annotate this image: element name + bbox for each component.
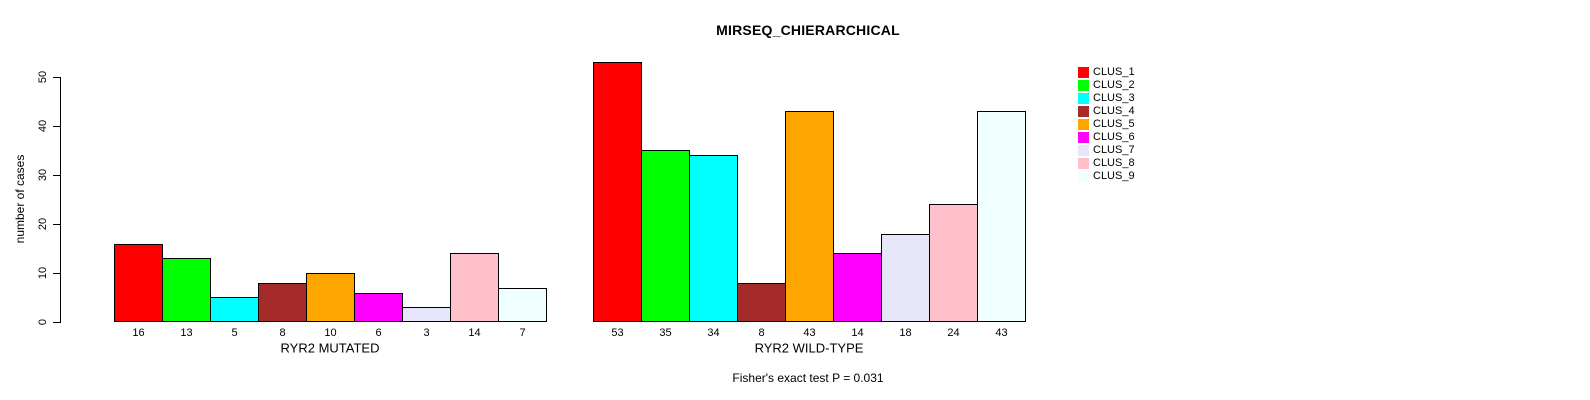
y-axis-tick-label: 10 — [37, 266, 49, 280]
bar-value-label: 5 — [231, 327, 238, 339]
y-axis-tick-label: 50 — [37, 70, 49, 84]
y-axis-tick — [53, 126, 60, 127]
bar-value-label: 16 — [132, 327, 145, 339]
bar-clus_4 — [737, 283, 786, 322]
legend-item: CLUS_2 — [1078, 79, 1135, 92]
bar-clus_5 — [785, 111, 834, 322]
bar-clus_7 — [881, 234, 930, 322]
legend-label: CLUS_1 — [1093, 66, 1135, 78]
legend-swatch — [1078, 145, 1089, 156]
bar-value-label: 13 — [180, 327, 193, 339]
bar-clus_4 — [258, 283, 307, 322]
y-axis-tick — [53, 175, 60, 176]
bar-clus_1 — [593, 62, 642, 322]
legend-swatch — [1078, 93, 1089, 104]
legend-swatch — [1078, 67, 1089, 78]
x-axis-label-mutated: RYR2 MUTATED — [280, 340, 380, 356]
legend-item: CLUS_9 — [1078, 170, 1135, 183]
legend-label: CLUS_2 — [1093, 79, 1135, 91]
legend-swatch — [1078, 132, 1089, 143]
legend-item: CLUS_6 — [1078, 131, 1135, 144]
bar-clus_1 — [114, 244, 163, 322]
y-axis-title: number of cases — [13, 154, 27, 244]
legend-label: CLUS_5 — [1093, 118, 1135, 130]
bar-clus_3 — [689, 155, 738, 322]
legend-swatch — [1078, 106, 1089, 117]
bar-clus_8 — [450, 253, 499, 322]
chart-title: MIRSEQ_CHIERARCHICAL — [716, 22, 900, 38]
bar-clus_6 — [354, 293, 403, 322]
bar-value-label: 14 — [468, 327, 481, 339]
legend-label: CLUS_4 — [1093, 105, 1135, 117]
legend-label: CLUS_6 — [1093, 131, 1135, 143]
bar-clus_6 — [833, 253, 882, 322]
y-axis-tick-label: 20 — [37, 217, 49, 231]
y-axis-tick-label: 30 — [37, 168, 49, 182]
bar-value-label: 24 — [947, 327, 960, 339]
legend-label: CLUS_3 — [1093, 92, 1135, 104]
bar-clus_2 — [641, 150, 690, 322]
y-axis-tick — [53, 224, 60, 225]
bar-value-label: 34 — [707, 327, 720, 339]
x-axis-label-wild-type: RYR2 WILD-TYPE — [754, 340, 864, 356]
bar-clus_9 — [977, 111, 1026, 322]
bar-value-label: 10 — [324, 327, 337, 339]
legend-item: CLUS_8 — [1078, 157, 1135, 170]
bar-value-label: 18 — [899, 327, 912, 339]
y-axis-tick-label: 0 — [37, 318, 49, 326]
bar-clus_8 — [929, 204, 978, 322]
legend: CLUS_1 CLUS_2 CLUS_3 CLUS_4 CLUS_5 CLUS_6 CLUS… — [1078, 66, 1135, 183]
legend-swatch — [1078, 158, 1089, 169]
y-axis-tick-label: 40 — [37, 119, 49, 133]
legend-item: CLUS_4 — [1078, 105, 1135, 118]
bar-value-label: 3 — [423, 327, 430, 339]
bar-value-label: 53 — [611, 327, 624, 339]
bar-value-label: 43 — [803, 327, 816, 339]
fisher-test-annotation: Fisher's exact test P = 0.031 — [732, 371, 884, 385]
legend-item: CLUS_7 — [1078, 144, 1135, 157]
legend-label: CLUS_8 — [1093, 157, 1135, 169]
y-axis-line — [60, 77, 61, 323]
bar-clus_7 — [402, 307, 451, 322]
bar-value-label: 8 — [279, 327, 286, 339]
bar-clus_3 — [210, 297, 259, 322]
y-axis-tick — [53, 77, 60, 78]
bar-value-label: 6 — [375, 327, 382, 339]
bar-value-label: 35 — [659, 327, 672, 339]
legend-item: CLUS_3 — [1078, 92, 1135, 105]
bar-clus_9 — [498, 288, 547, 322]
y-axis-tick — [53, 273, 60, 274]
bar-value-label: 7 — [519, 327, 526, 339]
bar-clus_2 — [162, 258, 211, 322]
bar-value-label: 8 — [758, 327, 765, 339]
legend-label: CLUS_7 — [1093, 144, 1135, 156]
y-axis-tick — [53, 322, 60, 323]
bar-value-label: 14 — [851, 327, 864, 339]
bar-value-label: 43 — [995, 327, 1008, 339]
legend-swatch — [1078, 119, 1089, 130]
legend-label: CLUS_9 — [1093, 170, 1135, 182]
legend-item: CLUS_1 — [1078, 66, 1135, 79]
legend-item: CLUS_5 — [1078, 118, 1135, 131]
bar-clus_5 — [306, 273, 355, 322]
legend-swatch — [1078, 171, 1089, 182]
legend-swatch — [1078, 80, 1089, 91]
